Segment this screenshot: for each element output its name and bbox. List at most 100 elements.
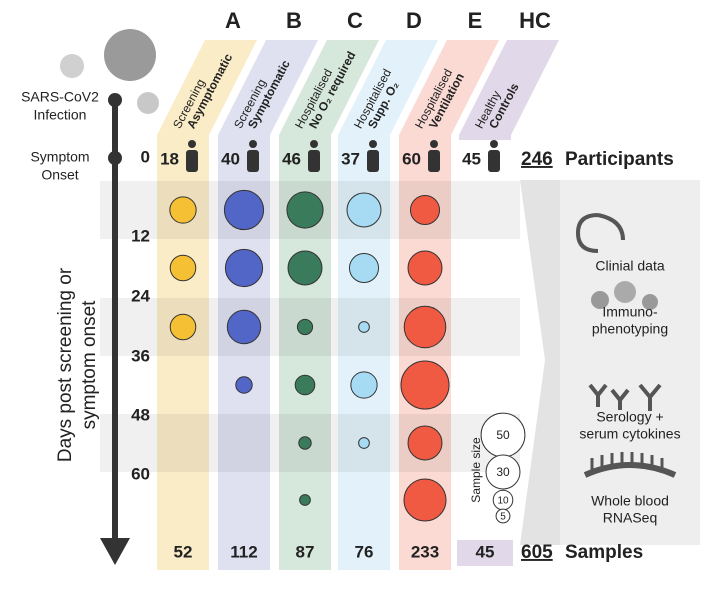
sample-bubble — [348, 252, 380, 284]
output-label: Serology + — [596, 409, 663, 425]
sample-bubble — [169, 196, 197, 224]
output-label: serum cytokines — [579, 426, 680, 442]
person-icon — [488, 150, 500, 172]
participants: 18 — [160, 149, 179, 168]
outputs-wedge — [520, 180, 560, 545]
participants: 60 — [402, 149, 421, 168]
day-tick-label: 48 — [131, 405, 150, 424]
sample-bubble — [224, 248, 264, 288]
onset-label: Symptom — [30, 149, 89, 165]
samples: 45 — [476, 542, 495, 561]
infection-dot — [108, 93, 122, 107]
virus-icons — [60, 29, 159, 114]
person-icon — [247, 150, 259, 172]
sample-bubble — [294, 374, 316, 396]
legend-size-label: 30 — [496, 465, 510, 479]
axis-title: symptom onset — [79, 300, 100, 430]
onset-dot — [108, 151, 122, 165]
person-icon — [310, 140, 318, 148]
day-tick-label: 36 — [131, 346, 150, 365]
person-icon — [367, 150, 379, 172]
samples-total: 605 — [521, 542, 553, 563]
day-tick-label: 60 — [131, 464, 150, 483]
legend-size-label: 10 — [497, 496, 509, 507]
day-tick-label: 12 — [131, 226, 150, 245]
timeline-arrow — [100, 538, 130, 565]
legend-bubble — [495, 508, 511, 524]
sample-bubble — [287, 250, 323, 286]
sample-bubble — [296, 318, 314, 336]
person-icon — [428, 150, 440, 172]
samples: 233 — [411, 542, 439, 561]
sample-bubble — [400, 360, 450, 410]
person-icon — [188, 140, 196, 148]
samples: 52 — [174, 542, 193, 561]
person-icon — [249, 140, 257, 148]
samples-label: Samples — [565, 542, 643, 563]
day-tick-label: 24 — [131, 286, 150, 305]
participants-label: Participants — [565, 149, 674, 170]
person-icon — [308, 150, 320, 172]
group-header-band — [218, 40, 318, 135]
samples: 112 — [230, 542, 257, 561]
participants-total: 246 — [521, 149, 553, 170]
output-label: Clinial data — [595, 258, 664, 274]
group-letter: HC — [519, 8, 551, 33]
group-letter: D — [406, 8, 422, 33]
sample-bubble — [235, 376, 253, 394]
sample-bubble — [403, 478, 447, 522]
outputs-panel — [560, 180, 700, 545]
participants: 37 — [341, 149, 360, 168]
sample-bubble — [358, 321, 370, 333]
participants: 45 — [462, 149, 481, 168]
person-icon — [490, 140, 498, 148]
sample-bubble — [169, 313, 197, 341]
group-letter: C — [347, 8, 363, 33]
sample-bubble — [299, 494, 311, 506]
output-icons — [575, 213, 677, 478]
sample-bubble — [409, 194, 441, 226]
person-icon — [430, 140, 438, 148]
group-header-band — [459, 40, 559, 135]
day-tick-label: 0 — [141, 147, 150, 166]
participants: 40 — [221, 149, 240, 168]
legend-title: Sample size — [469, 437, 483, 503]
participants: 46 — [282, 149, 301, 168]
output-label: Whole blood — [591, 493, 669, 509]
group-header-band — [399, 40, 499, 135]
output-label: RNASeq — [603, 510, 657, 526]
person-icon — [369, 140, 377, 148]
output-label: Immuno- — [602, 304, 658, 320]
samples: 87 — [296, 542, 315, 561]
axis-title: Days post screening or — [55, 267, 76, 462]
sample-bubble — [358, 437, 370, 449]
group-header-band — [279, 40, 379, 135]
samples-box — [457, 540, 513, 566]
infection-label: SARS-CoV2 — [21, 89, 99, 105]
legend-size-label: 50 — [496, 428, 510, 442]
samples: 76 — [355, 542, 374, 561]
group-letter: B — [286, 8, 302, 33]
person-icon — [186, 150, 198, 172]
sample-bubble — [407, 425, 443, 461]
group-letter: E — [468, 8, 483, 33]
group-header-band — [338, 40, 438, 135]
legend-size-label: 5 — [500, 512, 506, 523]
sample-bubble — [407, 250, 443, 286]
sample-bubble — [286, 191, 324, 229]
sample-bubble — [169, 254, 197, 282]
sample-bubble — [223, 189, 265, 231]
sample-bubble — [346, 192, 382, 228]
sample-bubble — [350, 371, 378, 399]
group-letter: A — [225, 8, 241, 33]
output-label: phenotyping — [592, 321, 668, 337]
sample-bubble — [226, 309, 262, 345]
group-header-band — [157, 40, 257, 135]
sample-bubble — [403, 305, 447, 349]
infection-label: Infection — [34, 107, 87, 123]
sample-bubble — [298, 436, 312, 450]
legend-bubble — [485, 454, 521, 490]
group-band — [459, 135, 511, 140]
onset-label: Onset — [41, 167, 78, 183]
